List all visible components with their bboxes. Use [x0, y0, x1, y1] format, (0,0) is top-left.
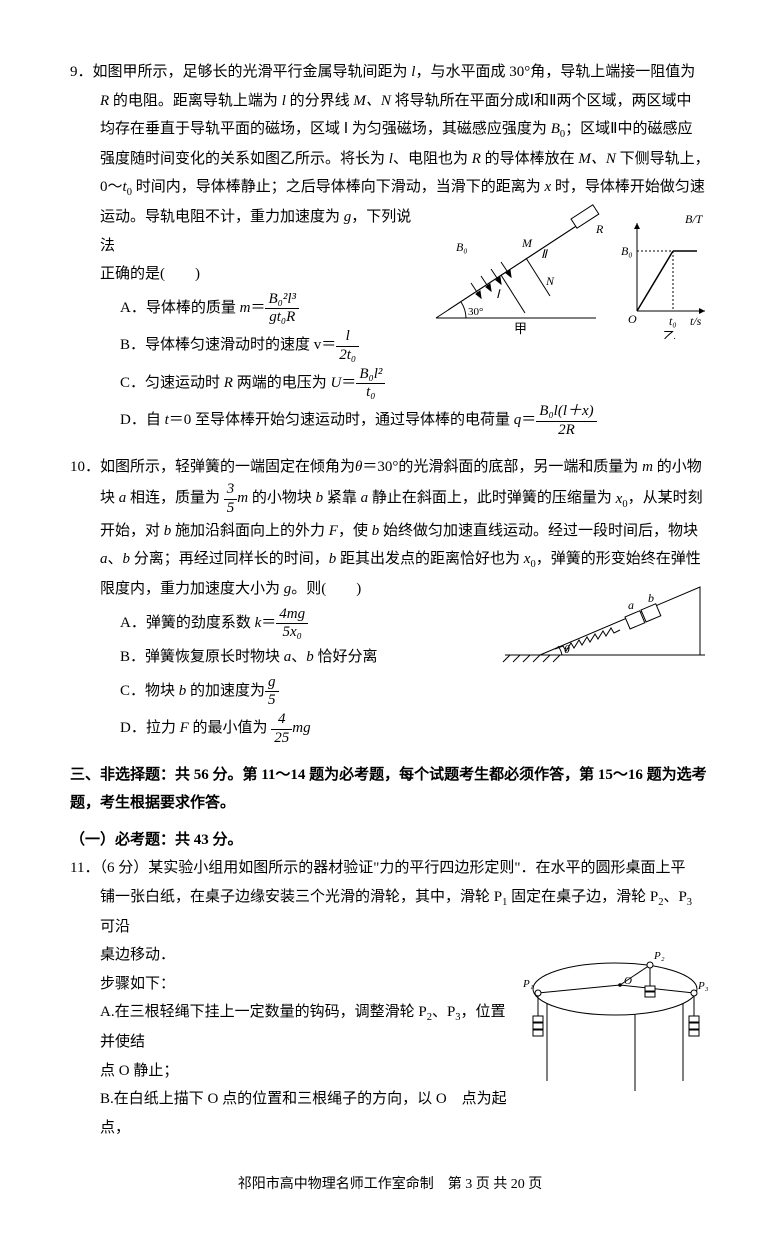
label-P1: P₁ — [522, 978, 534, 990]
q9-opt-c: C．匀速运动时 R 两端的电压为 U＝B₀l²t₀ — [120, 366, 710, 402]
region-1: Ⅰ — [496, 287, 501, 301]
q11-line2: 铺一张白纸，在桌子边缘安装三个光滑的滑轮，其中，滑轮 P1 固定在桌子边，滑轮 … — [70, 883, 710, 941]
label-N: N — [545, 274, 555, 288]
q9-stem: 9．如图甲所示，足够长的光滑平行金属导轨间距为 l，与水平面成 30°角，导轨上… — [70, 58, 710, 87]
q10-stem1: 10．如图所示，轻弹簧的一端固定在倾角为θ＝30°的光滑斜面的底部，另一端和质量… — [70, 453, 710, 482]
label-R: R — [595, 222, 604, 236]
q10-opt-c: C．物块 b 的加速度为g5 — [120, 674, 710, 710]
question-9: 9．如图甲所示，足够长的光滑平行金属导轨间距为 l，与水平面成 30°角，导轨上… — [70, 58, 710, 441]
axis-t: t/s — [690, 314, 702, 328]
q10-line4: a、b 分离；再经过同样长的时间，b 距其出发点的距离恰好也为 x0，弹簧的形变… — [70, 545, 710, 575]
q9-number: 9． — [70, 64, 93, 80]
block-b: b — [648, 591, 654, 605]
q9-line5: 0～t0 时间内，导体棒静止；之后导体棒向下滑动，当滑下的距离为 x 时，导体棒… — [70, 173, 710, 203]
q9-line2: R 的电阻。距离导轨上端为 l 的分界线 M、N 将导轨所在平面分成Ⅰ和Ⅱ两个区… — [70, 87, 710, 116]
label-P2: P₂ — [653, 950, 665, 962]
q10-number: 10． — [70, 459, 100, 475]
page-footer: 祁阳市高中物理名师工作室命制 第 3 页 共 20 页 — [70, 1172, 710, 1199]
label-yi: 乙 — [663, 329, 676, 339]
label-M: M — [521, 236, 533, 250]
q9-opt-d: D．自 t＝0 至导体棒开始匀速运动时，通过导体棒的电荷量 q＝B₀l(l＋x)… — [120, 403, 710, 439]
region-2: Ⅱ — [541, 247, 548, 261]
tick-t0: t₀ — [669, 314, 677, 328]
q9-figures: 30° Ⅰ Ⅱ M N B₀ R 甲 — [420, 203, 710, 350]
axis-B: B/T — [685, 212, 704, 226]
label-jia: 甲 — [514, 321, 527, 336]
label-P3: P₃ — [697, 980, 709, 992]
q10-line3: 开始，对 b 施加沿斜面向上的外力 F，使 b 始终做匀加速直线运动。经过一段时… — [70, 517, 710, 546]
q11-number: 11． — [70, 860, 99, 876]
tick-B0: B₀ — [621, 244, 633, 258]
q10-figure: θ a b — [500, 575, 710, 676]
q9-line4: 强度随时间变化的关系如图乙所示。将长为 l、电阻也为 R 的导体棒放在 M、N … — [70, 145, 710, 174]
angle-label: 30° — [468, 306, 483, 318]
q11-diagram-svg: O P₁ P₂ P₃ — [520, 941, 710, 1106]
question-10: 10．如图所示，轻弹簧的一端固定在倾角为θ＝30°的光滑斜面的底部，另一端和质量… — [70, 453, 710, 749]
q11-figure: O P₁ P₂ P₃ — [520, 941, 710, 1117]
block-a: a — [628, 598, 634, 612]
q10-line2: 块 a 相连，质量为 35m 的小物块 b 紧靠 a 静止在斜面上，此时弹簧的压… — [70, 481, 710, 517]
q11-stem1: 11．（6 分）某实验小组用如图所示的器材验证"力的平行四边形定则"．在水平的圆… — [70, 854, 710, 883]
q9-line3: 均存在垂直于导轨平面的磁场，区域 Ⅰ 为匀强磁场，其磁感应强度为 B0；区域Ⅱ中… — [70, 115, 710, 145]
origin-O: O — [628, 312, 637, 326]
q10-diagram-svg: θ a b — [500, 575, 710, 665]
q10-opt-d: D．拉力 F 的最小值为 425mg — [120, 711, 710, 747]
q9-diagram-svg: 30° Ⅰ Ⅱ M N B₀ R 甲 — [420, 203, 710, 339]
label-B0: B₀ — [456, 240, 468, 254]
question-11: 11．（6 分）某实验小组用如图所示的器材验证"力的平行四边形定则"．在水平的圆… — [70, 854, 710, 1142]
section-3-title: 三、非选择题：共 56 分。第 11～14 题为必考题，每个试题考生都必须作答，… — [70, 761, 710, 818]
section-3-sub: （一）必考题：共 43 分。 — [70, 826, 710, 855]
